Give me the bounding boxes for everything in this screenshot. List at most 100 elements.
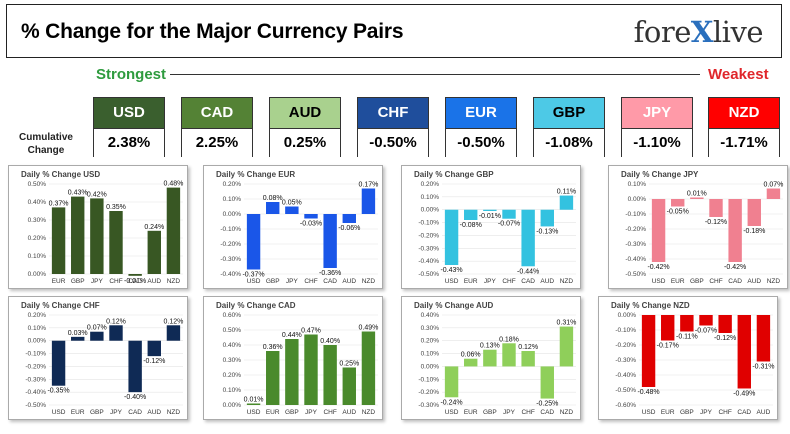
currency-code: EUR — [446, 98, 516, 128]
data-label: 0.43% — [68, 190, 88, 197]
data-label: 0.40% — [320, 338, 340, 345]
data-label: 0.08% — [263, 195, 283, 202]
data-label: 0.12% — [163, 318, 183, 325]
bar-chf — [323, 345, 337, 405]
category-label: JPY — [503, 409, 516, 416]
bar-aud — [540, 209, 554, 227]
cumulative-value: -1.71% — [709, 128, 779, 157]
y-tick-label: -0.20% — [418, 389, 439, 396]
cumulative-value: -1.08% — [534, 128, 604, 157]
category-label: JPY — [286, 278, 299, 285]
bar-nzd — [166, 325, 181, 341]
strength-scale: Strongest Weakest — [0, 62, 790, 88]
category-label: CAD — [737, 409, 751, 416]
chart-title: Daily % Change GBP — [414, 170, 494, 179]
category-label: AUD — [757, 409, 771, 416]
bar-eur — [464, 358, 478, 367]
currency-cell-usd: USD 2.38% — [93, 97, 165, 157]
y-tick-label: 0.40% — [421, 312, 440, 319]
bar-cad — [521, 209, 535, 267]
y-tick-label: 0.00% — [223, 402, 242, 409]
bar-gbp — [90, 331, 104, 341]
bar-gbp — [690, 197, 704, 199]
data-label: 0.31% — [556, 320, 576, 327]
chart-panel-jpy: Daily % Change JPY -0.50% -0.40% -0.30% -0.2… — [608, 165, 788, 289]
data-label: -0.48% — [637, 389, 659, 396]
y-tick-label: 0.50% — [223, 327, 242, 334]
bar-usd — [51, 340, 66, 386]
currency-code: AUD — [270, 98, 340, 128]
y-tick-label: -0.10% — [625, 211, 646, 218]
data-label: -0.12% — [705, 219, 727, 226]
cumulative-label-line1: Cumulative — [19, 132, 73, 143]
bar-cad — [128, 274, 142, 276]
currency-cell-cad: CAD 2.25% — [181, 97, 253, 157]
data-label: -0.25% — [536, 401, 558, 408]
cumulative-value: 2.25% — [182, 128, 252, 157]
data-label: 0.13% — [480, 343, 500, 350]
data-label: -0.40% — [124, 394, 146, 401]
y-tick-label: 0.30% — [28, 217, 47, 224]
chart-panel-gbp: Daily % Change GBP -0.50% -0.40% -0.30% -0.2… — [401, 165, 581, 289]
y-tick-label: 0.00% — [223, 211, 242, 218]
category-label: CAD — [128, 409, 142, 416]
y-tick-label: -0.50% — [625, 271, 646, 278]
bar-chart: -0.60% -0.50% -0.40% -0.30% -0.20% -0.10% 0.00… — [615, 312, 774, 416]
category-label: AUD — [747, 278, 761, 285]
category-label: USD — [445, 409, 459, 416]
y-tick-label: 0.10% — [223, 387, 242, 394]
category-label: JPY — [91, 278, 104, 285]
category-label: CAD — [540, 409, 554, 416]
bar-nzd — [766, 188, 781, 199]
data-label: -0.13% — [536, 228, 558, 235]
bar-gbp — [71, 196, 85, 274]
y-tick-label: 0.10% — [28, 253, 47, 260]
data-label: 0.05% — [282, 200, 302, 207]
bar-chf — [502, 209, 516, 219]
currency-cell-nzd: NZD -1.71% — [708, 97, 780, 157]
data-label: -0.03% — [300, 221, 322, 228]
category-label: GBP — [266, 278, 280, 285]
category-label: NZD — [167, 409, 181, 416]
data-label: 0.42% — [87, 191, 107, 198]
cumulative-value: -1.10% — [622, 128, 692, 157]
data-label: 0.25% — [339, 361, 359, 368]
bar-chart: -0.30% -0.20% -0.10% 0.00% 0.10% 0.20% 0.30% 0.… — [418, 312, 576, 416]
data-label: 0.07% — [87, 325, 107, 332]
y-tick-label: 0.30% — [223, 357, 242, 364]
bar-eur — [266, 351, 280, 405]
y-tick-label: -0.10% — [25, 351, 46, 358]
category-label: USD — [52, 409, 66, 416]
header-banner: % Change for the Major Currency Pairs fo… — [6, 4, 782, 58]
forexlive-logo: foreXlive — [634, 15, 764, 49]
y-tick-label: 0.00% — [421, 363, 440, 370]
bar-usd — [641, 315, 656, 387]
y-tick-label: 0.20% — [421, 181, 440, 188]
chart-panel-cad: Daily % Change CAD 0.00% 0.10% 0.20% 0.30% 0.… — [203, 296, 383, 420]
page-title: % Change for the Major Currency Pairs — [21, 20, 404, 43]
category-label: CAD — [128, 278, 142, 285]
bar-chart: -0.50% -0.40% -0.30% -0.20% -0.10% 0.00% 0.10%… — [418, 181, 576, 285]
bar-cad — [540, 366, 554, 399]
currency-code: NZD — [709, 98, 779, 128]
data-label: -0.01% — [479, 213, 501, 220]
y-tick-label: -0.40% — [615, 372, 636, 379]
y-tick-label: 0.00% — [628, 196, 647, 203]
bar-gbp — [285, 339, 299, 405]
category-label: USD — [247, 409, 261, 416]
category-label: NZD — [362, 278, 376, 285]
chart-title: Daily % Change EUR — [216, 170, 296, 179]
data-label: -0.36% — [319, 270, 341, 277]
data-label: 0.18% — [499, 336, 519, 343]
bar-chf — [718, 315, 732, 333]
y-tick-label: -0.40% — [625, 256, 646, 263]
category-label: GBP — [680, 409, 694, 416]
bar-nzd — [166, 187, 181, 274]
y-tick-label: 0.40% — [223, 342, 242, 349]
y-tick-label: 0.60% — [223, 312, 242, 319]
data-label: 0.12% — [518, 344, 538, 351]
data-label: -0.08% — [460, 222, 482, 229]
currency-cell-eur: EUR -0.50% — [445, 97, 517, 157]
currency-code: USD — [94, 98, 164, 128]
category-label: AUD — [342, 278, 356, 285]
